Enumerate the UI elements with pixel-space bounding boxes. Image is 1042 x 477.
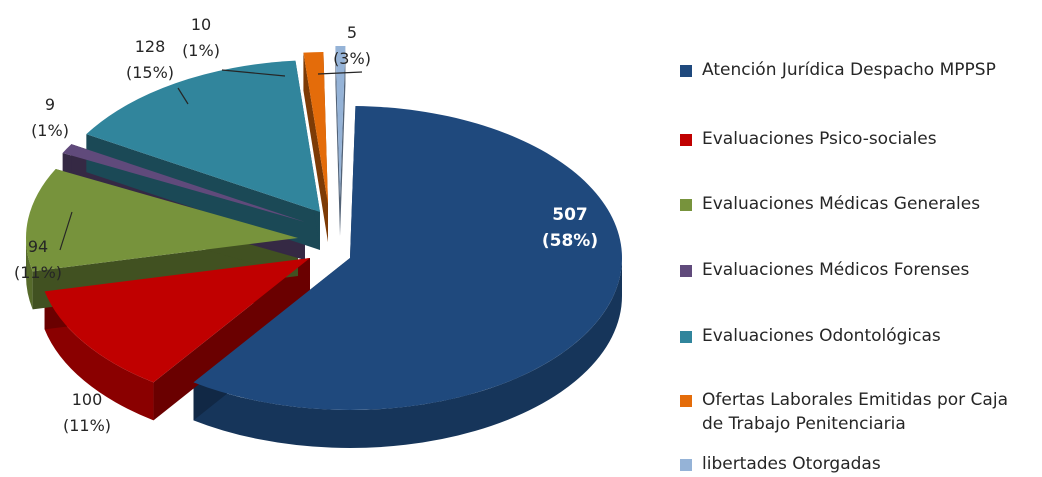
legend-swatch [680, 331, 692, 343]
leader-line [317, 71, 363, 75]
slice-wall [44, 291, 154, 421]
legend-item-evaluaciones-medicos-forenses: Evaluaciones Médicos Forenses [680, 258, 1032, 282]
legend-item-evaluaciones-psico-sociales: Evaluaciones Psico-sociales [680, 127, 1032, 151]
pie-slice [44, 258, 311, 383]
legend-swatch [680, 65, 692, 77]
pie-slice [25, 169, 298, 272]
pie-slice [86, 60, 320, 213]
slice-value-label: 5 (3%) [333, 23, 371, 68]
slice-value-label: 507 (58%) [542, 205, 598, 251]
legend-swatch [680, 199, 692, 211]
legend-item-evaluaciones-odontologicas: Evaluaciones Odontológicas [680, 324, 1032, 348]
legend-swatch [680, 134, 692, 146]
pie-slice [62, 144, 305, 222]
slice-side [340, 46, 346, 237]
slice-side [335, 46, 340, 236]
legend-label: Evaluaciones Odontológicas [702, 326, 941, 346]
legend-item-evaluaciones-medicas-generales: Evaluaciones Médicas Generales [680, 192, 1032, 216]
leader-line [221, 69, 286, 77]
legend-label: Ofertas Laborales Emitidas por Caja de T… [702, 390, 1008, 434]
slice-side [303, 52, 328, 243]
slice-value-label: 100 (11%) [63, 390, 111, 435]
slice-value-label: 128 (15%) [126, 37, 174, 82]
legend-label: Evaluaciones Médicas Generales [702, 194, 981, 214]
leader-line [59, 211, 73, 251]
pie-slice [193, 106, 622, 410]
legend-item-atencion-juridica: Atención Jurídica Despacho MPPSP [680, 58, 1032, 82]
pie-slice [335, 46, 346, 198]
legend-label: Evaluaciones Médicos Forenses [702, 260, 970, 280]
slice-value-label: 10 (1%) [182, 15, 220, 60]
legend-label: libertades Otorgadas [702, 454, 881, 474]
pie-chart: 507 (58%) 100 (11%) 94 (11%) 9 (1%) 128 (15%)10 (1… [14, 15, 622, 449]
legend-swatch [680, 265, 692, 277]
slice-value-label: 94 (11%) [14, 237, 62, 282]
pie-slice [303, 52, 328, 204]
slice-value-label: 9 (1%) [31, 95, 69, 140]
legend-item-libertades-otorgadas: libertades Otorgadas [680, 452, 1032, 476]
slice-wall [26, 238, 33, 310]
leader-line [177, 87, 189, 105]
slice-wall [193, 258, 622, 449]
legend-label: Evaluaciones Psico-sociales [702, 129, 937, 149]
legend-swatch [680, 459, 692, 471]
legend-item-ofertas-laborales: Ofertas Laborales Emitidas por Caja de T… [680, 388, 1032, 436]
legend-label: Atención Jurídica Despacho MPPSP [702, 60, 996, 80]
legend-swatch [680, 395, 692, 407]
